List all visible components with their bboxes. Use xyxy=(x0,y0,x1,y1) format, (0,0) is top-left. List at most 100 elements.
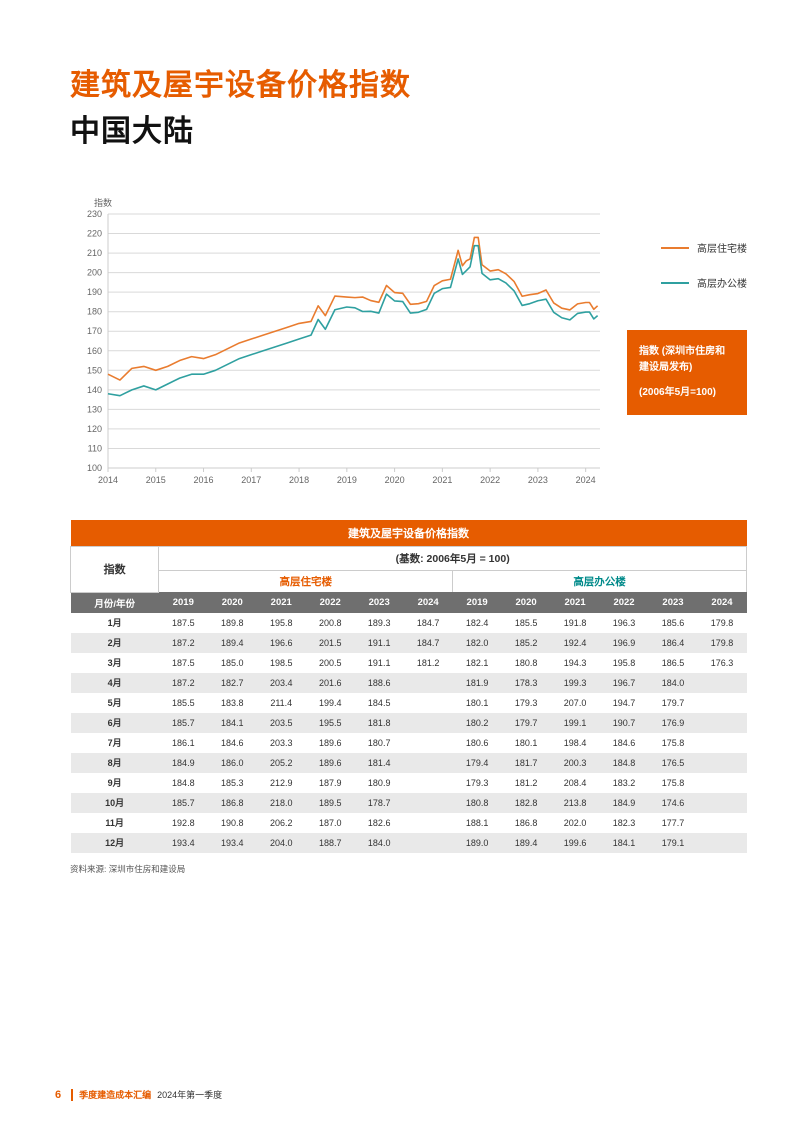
data-cell xyxy=(404,773,453,793)
data-cell: 191.1 xyxy=(355,633,404,653)
data-cell: 185.5 xyxy=(159,693,208,713)
month-cell: 9月 xyxy=(71,773,159,793)
data-cell xyxy=(697,773,746,793)
table-row: 8月184.9186.0205.2189.6181.4179.4181.7200… xyxy=(71,753,747,773)
legend-label-office: 高层办公楼 xyxy=(697,275,747,290)
month-cell: 10月 xyxy=(71,793,159,813)
data-cell: 195.8 xyxy=(257,613,306,633)
data-cell: 185.7 xyxy=(159,793,208,813)
base-header: (基数: 2006年5月 = 100) xyxy=(159,547,747,571)
data-cell: 195.5 xyxy=(306,713,355,733)
svg-text:2021: 2021 xyxy=(432,475,452,485)
data-cell: 196.3 xyxy=(600,613,649,633)
data-cell: 187.5 xyxy=(159,613,208,633)
data-cell xyxy=(404,833,453,853)
data-cell: 193.4 xyxy=(159,833,208,853)
month-cell: 12月 xyxy=(71,833,159,853)
data-cell: 181.2 xyxy=(404,653,453,673)
data-cell: 185.6 xyxy=(649,613,698,633)
data-cell: 183.8 xyxy=(208,693,257,713)
data-cell xyxy=(404,693,453,713)
table-row: 6月185.7184.1203.5195.5181.8180.2179.7199… xyxy=(71,713,747,733)
data-cell xyxy=(697,833,746,853)
data-cell: 187.0 xyxy=(306,813,355,833)
page-title-line1: 建筑及屋宇设备价格指数 xyxy=(70,60,747,104)
data-cell xyxy=(404,713,453,733)
data-cell xyxy=(404,793,453,813)
data-cell: 192.8 xyxy=(159,813,208,833)
data-cell: 180.2 xyxy=(453,713,502,733)
table-title: 建筑及屋宇设备价格指数 xyxy=(71,520,747,547)
data-cell: 185.3 xyxy=(208,773,257,793)
data-cell: 179.8 xyxy=(697,613,746,633)
data-cell: 179.7 xyxy=(649,693,698,713)
data-cell: 186.8 xyxy=(208,793,257,813)
svg-text:2015: 2015 xyxy=(146,475,166,485)
svg-text:110: 110 xyxy=(88,443,102,453)
data-cell: 186.0 xyxy=(208,753,257,773)
data-cell: 190.8 xyxy=(208,813,257,833)
data-cell xyxy=(404,673,453,693)
data-cell xyxy=(697,813,746,833)
data-cell: 201.6 xyxy=(306,673,355,693)
data-cell: 199.3 xyxy=(551,673,600,693)
data-cell: 180.9 xyxy=(355,773,404,793)
data-cell: 180.8 xyxy=(453,793,502,813)
publication-period: 2024年第一季度 xyxy=(157,1088,222,1101)
publication-name: 季度建造成本汇编 xyxy=(79,1088,151,1101)
data-cell: 189.4 xyxy=(208,633,257,653)
data-cell: 207.0 xyxy=(551,693,600,713)
legend-swatch-residential xyxy=(661,247,689,249)
month-cell: 2月 xyxy=(71,633,159,653)
data-cell: 179.3 xyxy=(453,773,502,793)
data-cell: 199.4 xyxy=(306,693,355,713)
data-cell: 203.3 xyxy=(257,733,306,753)
data-cell: 179.3 xyxy=(502,693,551,713)
data-cell: 176.5 xyxy=(649,753,698,773)
data-cell: 177.7 xyxy=(649,813,698,833)
data-cell: 178.7 xyxy=(355,793,404,813)
page-footer: 6 季度建造成本汇编 2024年第一季度 xyxy=(55,1088,222,1101)
data-cell xyxy=(697,753,746,773)
month-cell: 11月 xyxy=(71,813,159,833)
svg-text:100: 100 xyxy=(87,463,102,473)
data-cell: 182.8 xyxy=(502,793,551,813)
data-cell: 184.5 xyxy=(355,693,404,713)
data-cell: 185.0 xyxy=(208,653,257,673)
data-cell: 194.7 xyxy=(600,693,649,713)
price-index-chart: 指数 1001101201301401501601701801902002102… xyxy=(70,210,747,490)
data-cell: 181.2 xyxy=(502,773,551,793)
year-header: 2022 xyxy=(600,592,649,613)
table-row: 10月185.7186.8218.0189.5178.7180.8182.821… xyxy=(71,793,747,813)
year-header: 2019 xyxy=(159,592,208,613)
data-cell: 185.5 xyxy=(502,613,551,633)
data-cell: 184.6 xyxy=(600,733,649,753)
data-cell: 182.1 xyxy=(453,653,502,673)
month-cell: 5月 xyxy=(71,693,159,713)
year-header: 2023 xyxy=(649,592,698,613)
page-title-line2: 中国大陆 xyxy=(70,106,747,150)
svg-text:160: 160 xyxy=(87,346,102,356)
chart-legend: 高层住宅楼 高层办公楼 xyxy=(661,240,747,310)
data-cell: 175.8 xyxy=(649,733,698,753)
data-cell: 203.5 xyxy=(257,713,306,733)
price-index-table: 建筑及屋宇设备价格指数指数(基数: 2006年5月 = 100)高层住宅楼高层办… xyxy=(70,520,747,853)
data-cell: 189.0 xyxy=(453,833,502,853)
data-cell xyxy=(697,733,746,753)
data-cell: 180.1 xyxy=(453,693,502,713)
svg-text:2023: 2023 xyxy=(528,475,548,485)
data-cell: 179.4 xyxy=(453,753,502,773)
svg-text:210: 210 xyxy=(87,248,102,258)
svg-text:190: 190 xyxy=(87,287,102,297)
data-cell: 176.9 xyxy=(649,713,698,733)
data-cell: 181.9 xyxy=(453,673,502,693)
data-cell: 189.5 xyxy=(306,793,355,813)
data-cell: 196.9 xyxy=(600,633,649,653)
data-cell: 184.6 xyxy=(208,733,257,753)
data-cell: 184.1 xyxy=(208,713,257,733)
month-year-header: 月份/年份 xyxy=(71,592,159,613)
year-header: 2020 xyxy=(208,592,257,613)
data-cell: 180.1 xyxy=(502,733,551,753)
svg-text:180: 180 xyxy=(87,307,102,317)
table-row: 5月185.5183.8211.4199.4184.5180.1179.3207… xyxy=(71,693,747,713)
